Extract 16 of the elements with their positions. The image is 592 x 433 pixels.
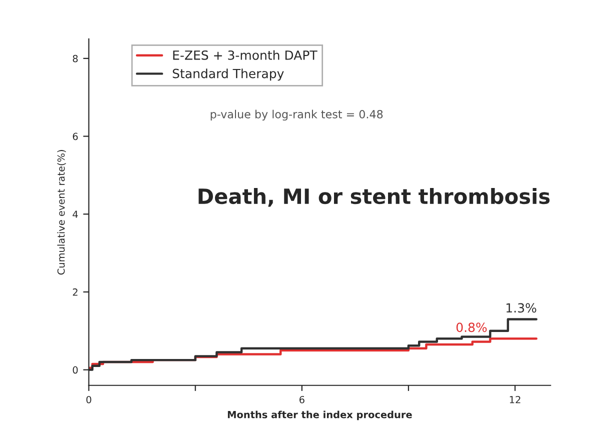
annotation: 1.3% <box>506 303 536 313</box>
y-tick-label: 0 <box>72 366 78 374</box>
y-axis-title: Cumulative event rate(%) <box>57 150 66 275</box>
text: Death, MI or stent thrombosis <box>198 188 550 207</box>
y-tick-label: 2 <box>72 288 78 296</box>
y-tick-label: 8 <box>72 54 78 62</box>
legend-label: Standard Therapy <box>172 68 284 81</box>
annotation: p-value by log-rank test = 0.48 <box>210 110 383 121</box>
y-tick-label: 6 <box>72 132 78 140</box>
y-tick-label: 4 <box>72 210 78 218</box>
legend-label: E-ZES + 3-month DAPT <box>173 50 318 60</box>
x-tick-label: 6 <box>300 396 304 404</box>
annotation: 0.8% <box>456 322 487 332</box>
x-axis-title: Months after the index procedure <box>228 410 412 420</box>
x-tick-label: 12 <box>510 396 520 404</box>
x-tick-label: 0 <box>86 396 92 404</box>
